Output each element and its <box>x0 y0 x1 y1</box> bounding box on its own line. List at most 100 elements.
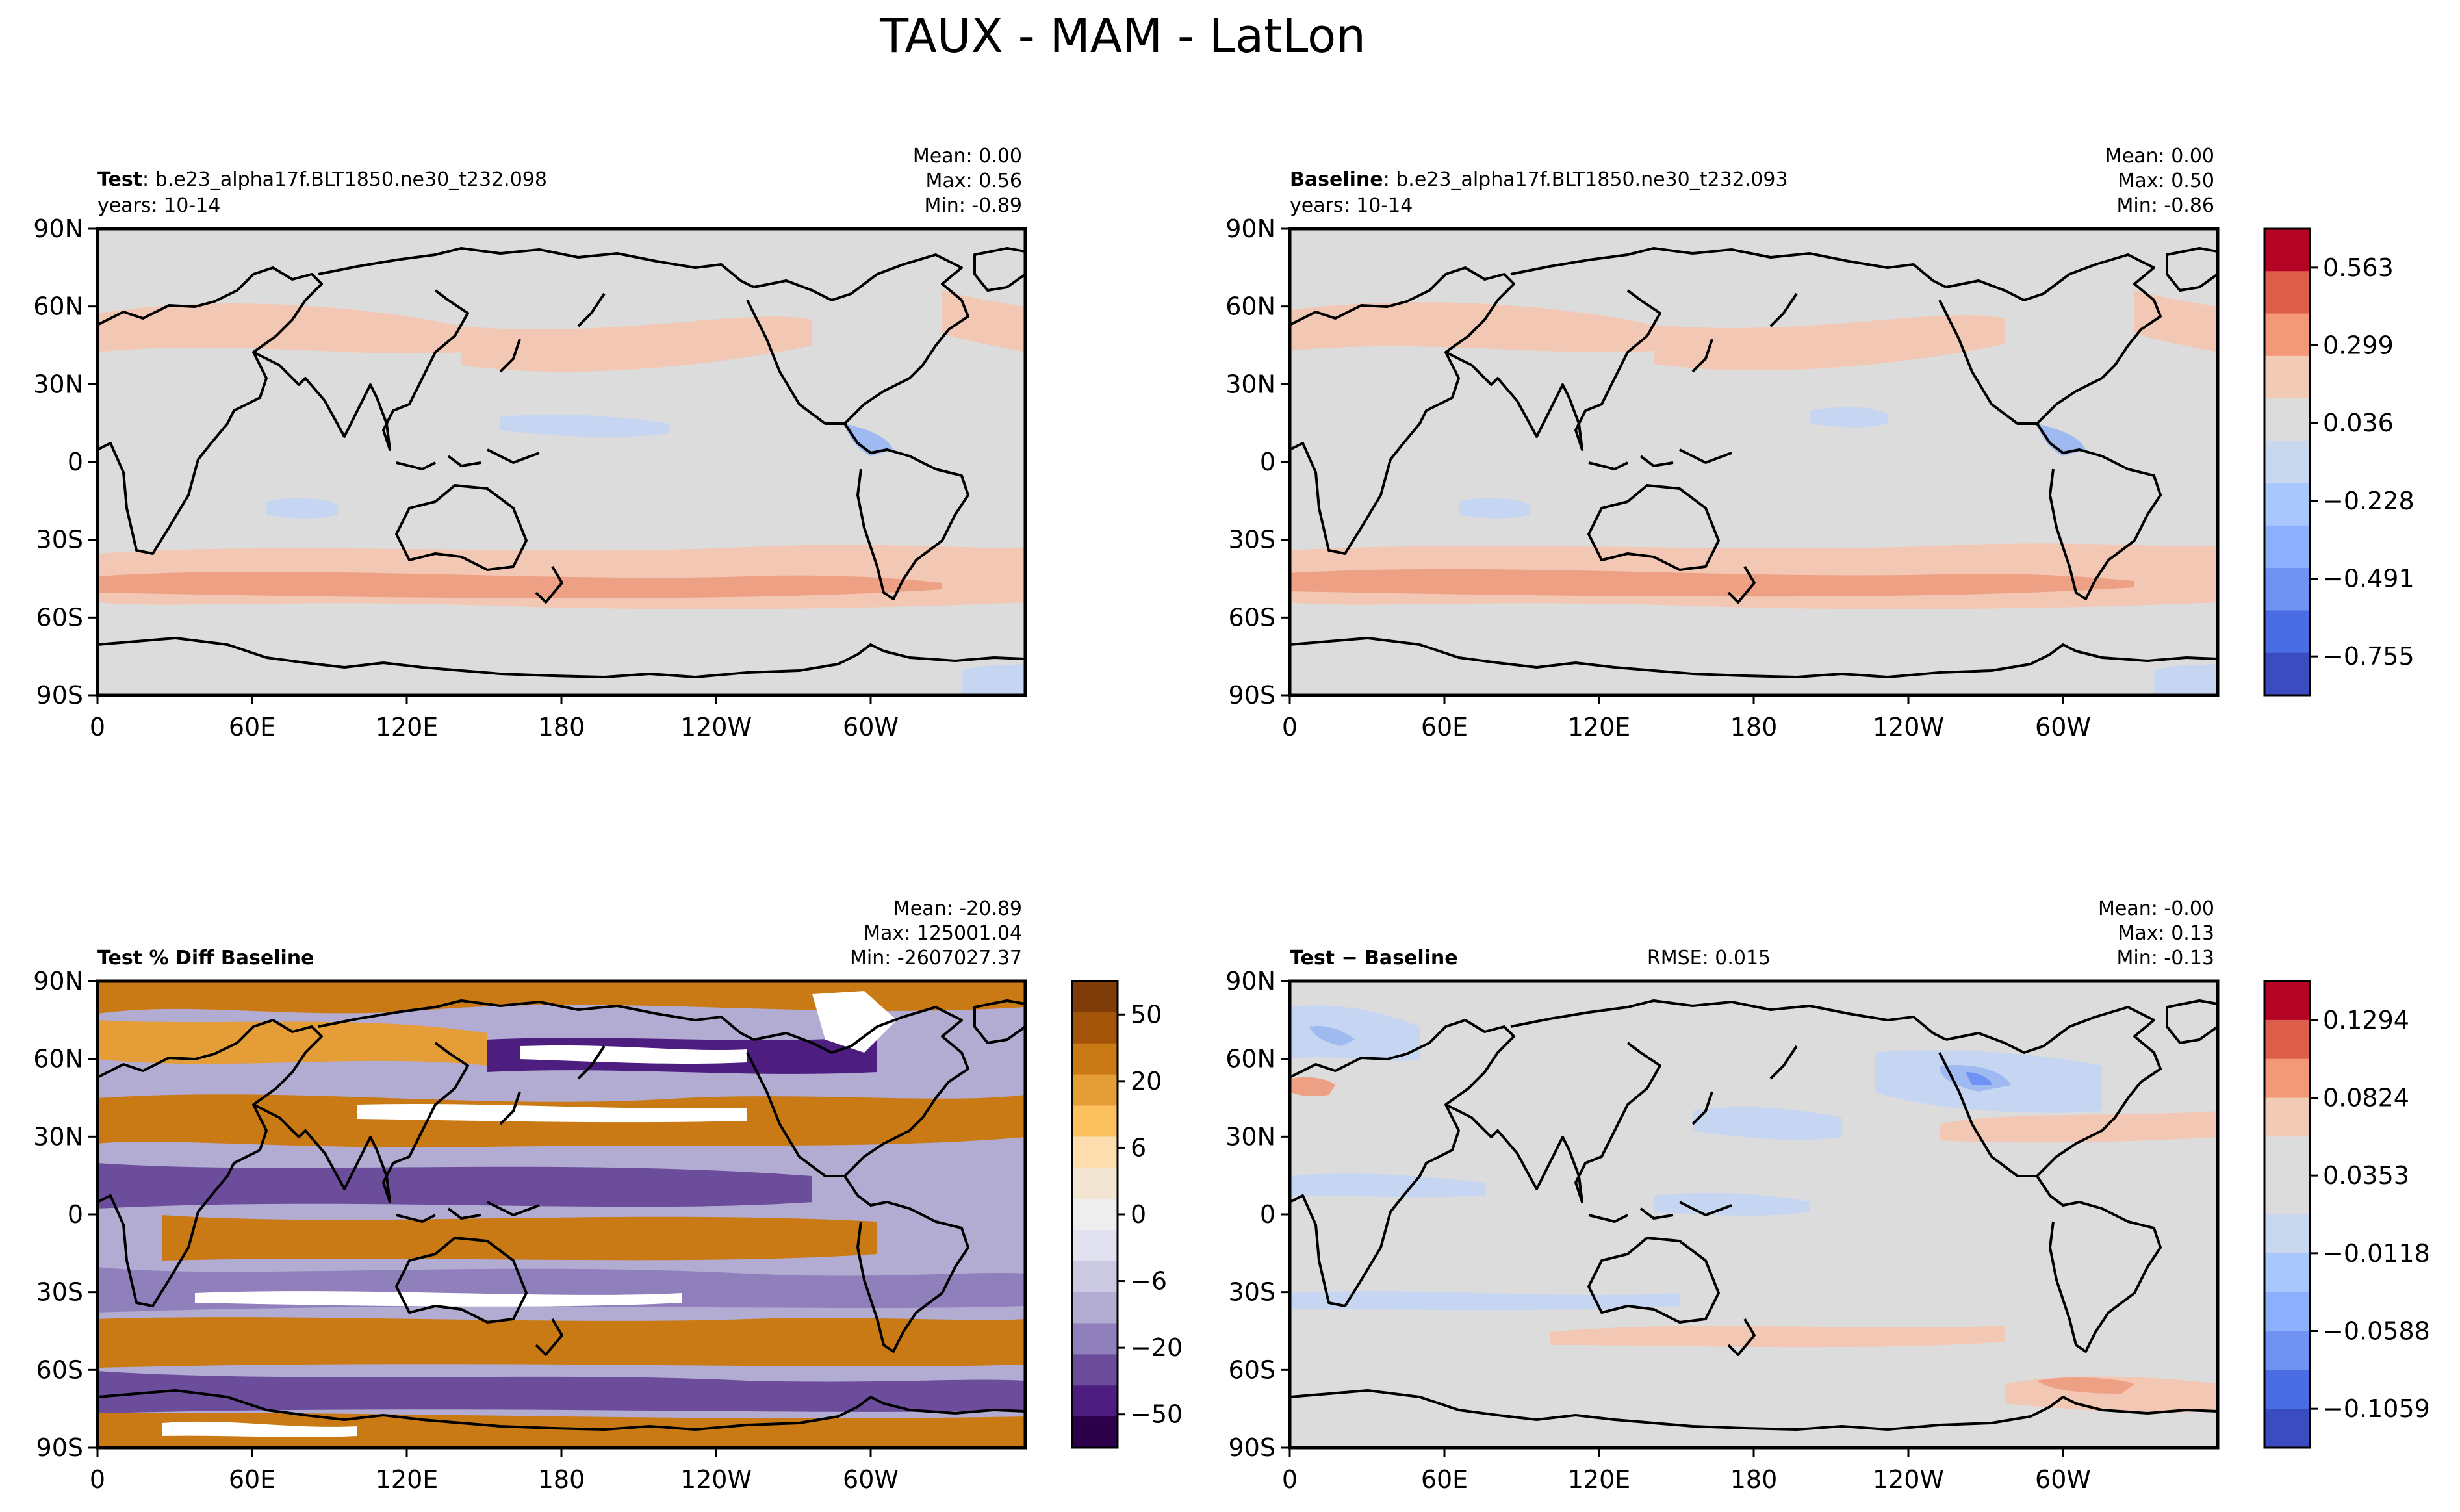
lon-tick-label: 0 <box>1282 713 1298 741</box>
colorbar-frame <box>2263 980 2311 1449</box>
colorbar-swatch <box>2264 568 2310 611</box>
lat-tick-label: 60N <box>1225 292 1275 321</box>
colorbar-swatch <box>1072 1105 1118 1137</box>
colorbar-swatch <box>2264 1058 2310 1098</box>
colorbar-swatch <box>1072 1385 1118 1417</box>
lat-tick-label: 90S <box>1229 1433 1275 1462</box>
colorbar-tick-label: 0 <box>1131 1200 1146 1229</box>
lat-tick-label: 60S <box>1229 1355 1275 1384</box>
lat-tick-label: 30S <box>1229 1278 1275 1307</box>
lon-tick-label: 60W <box>2035 713 2091 741</box>
colorbar-swatch <box>2264 1019 2310 1060</box>
lon-tick-label: 120E <box>1568 1465 1631 1494</box>
colorbar-swatch <box>2264 483 2310 526</box>
panel-diff-mean: Mean: -0.00 <box>2098 897 2214 920</box>
panel-test: Test: b.e23_alpha17f.BLT1850.ne30_t232.0… <box>33 145 1027 741</box>
panel-diff: Test − Baseline RMSE: 0.015 Mean: -0.00 … <box>1225 897 2220 1494</box>
panel-pctdiff-title: Test % Diff Baseline <box>97 947 314 969</box>
panel-test-title-rest: : b.e23_alpha17f.BLT1850.ne30_t232.098 <box>142 168 547 191</box>
lat-tick-label: 90N <box>33 214 83 243</box>
panel-test-max: Max: 0.56 <box>926 170 1022 192</box>
lat-tick-label: 0 <box>1260 448 1275 476</box>
panel-diff-title: Test − Baseline <box>1290 947 1458 969</box>
panel-baseline-mean: Mean: 0.00 <box>2105 145 2214 168</box>
colorbar-frame <box>2263 227 2311 697</box>
panel-pctdiff-min: Min: -2607027.37 <box>850 947 1022 969</box>
panel-pctdiff: Test % Diff Baseline Mean: -20.89 Max: 1… <box>33 897 1027 1494</box>
panel-baseline-map <box>1290 229 2218 695</box>
lon-tick-label: 0 <box>90 1465 105 1494</box>
lat-tick-label: 60S <box>36 603 83 632</box>
lon-tick-label: 180 <box>1730 1465 1778 1494</box>
lat-tick-label: 30S <box>36 526 83 554</box>
colorbar-tick-label: 20 <box>1131 1067 1162 1096</box>
figure-title: TAUX - MAM - LatLon <box>879 8 1366 63</box>
colorbar-pct: 50 20 6 0 −6 −20 −50 <box>1071 980 1183 1449</box>
colorbar-swatch <box>2264 441 2310 484</box>
lon-tick-label: 120W <box>680 713 752 741</box>
panel-baseline-title-bold: Baseline <box>1290 168 1383 191</box>
colorbar-swatch <box>2264 313 2310 357</box>
colorbar-swatch <box>2264 1331 2310 1370</box>
colorbar-tick-label: 0.0824 <box>2323 1084 2409 1112</box>
panel-diff-rmse: RMSE: 0.015 <box>1647 947 1771 969</box>
panel-baseline-max: Max: 0.50 <box>2118 170 2214 192</box>
svg-text:Baseline: b.e23_alpha17f.BLT18: Baseline: b.e23_alpha17f.BLT1850.ne30_t2… <box>1290 168 1788 191</box>
lat-tick-label: 90N <box>1225 967 1275 995</box>
lon-tick-label: 60E <box>1421 1465 1468 1494</box>
colorbar-swatch <box>1072 1229 1118 1262</box>
colorbar-swatch <box>2264 271 2310 314</box>
panel-test-mean: Mean: 0.00 <box>913 145 1022 168</box>
colorbar-tick-label: 50 <box>1131 1000 1162 1029</box>
lat-tick-label: 0 <box>1260 1200 1275 1229</box>
colorbar-swatch <box>2264 525 2310 569</box>
colorbar-tick-label: −50 <box>1131 1400 1183 1429</box>
lat-tick-label: 60N <box>33 1045 83 1073</box>
colorbar-swatch <box>2264 1175 2310 1215</box>
lat-tick-label: 30S <box>1229 526 1275 554</box>
lat-tick-label: 60S <box>1229 603 1275 632</box>
lon-tick-label: 0 <box>1282 1465 1298 1494</box>
lat-tick-label: 60N <box>33 292 83 321</box>
lon-tick-label: 180 <box>538 1465 585 1494</box>
colorbar-tick-label: 6 <box>1131 1133 1146 1162</box>
colorbar-tick-label: −6 <box>1131 1267 1167 1296</box>
lat-tick-label: 90N <box>1225 214 1275 243</box>
colorbar-swatch <box>2264 1409 2310 1448</box>
colorbar-swatch <box>2264 1292 2310 1331</box>
lat-tick-label: 30N <box>1225 1122 1275 1151</box>
colorbar-tick-label: −0.755 <box>2323 642 2415 671</box>
lon-tick-label: 0 <box>90 713 105 741</box>
colorbar-swatch <box>1072 1354 1118 1386</box>
lat-tick-label: 60S <box>36 1355 83 1384</box>
svg-text:Test: b.e23_alpha17f.BLT1850.n: Test: b.e23_alpha17f.BLT1850.ne30_t232.0… <box>97 168 547 191</box>
colorbar-swatch <box>2264 1136 2310 1176</box>
panel-pctdiff-mean: Mean: -20.89 <box>893 897 1022 920</box>
colorbar-swatch <box>1072 1292 1118 1324</box>
lon-tick-label: 120E <box>376 713 439 741</box>
colorbar-tick-label: −0.1059 <box>2323 1394 2430 1423</box>
lat-tick-label: 30S <box>36 1278 83 1307</box>
panel-diff-min: Min: -0.13 <box>2117 947 2215 969</box>
lon-tick-label: 120E <box>1568 713 1631 741</box>
colorbar-tick-label: 0.0353 <box>2323 1161 2409 1190</box>
lon-tick-label: 180 <box>538 713 585 741</box>
lat-tick-label: 90S <box>36 1433 83 1462</box>
lat-tick-label: 0 <box>68 1200 83 1229</box>
panel-baseline-min: Min: -0.86 <box>2117 194 2215 217</box>
colorbar-tick-label: −0.0588 <box>2323 1317 2430 1346</box>
colorbar-tick-label: −0.228 <box>2323 487 2415 515</box>
lon-tick-label: 120W <box>1873 1465 1944 1494</box>
colorbar-swatch <box>1072 1323 1118 1355</box>
colorbar-tick-label: 0.299 <box>2323 331 2394 360</box>
lat-tick-label: 90S <box>36 681 83 710</box>
lat-tick-label: 90S <box>1229 681 1275 710</box>
lon-tick-label: 60E <box>229 713 275 741</box>
colorbar-swatch <box>1072 1074 1118 1106</box>
colorbar-tick-label: −20 <box>1131 1333 1183 1362</box>
